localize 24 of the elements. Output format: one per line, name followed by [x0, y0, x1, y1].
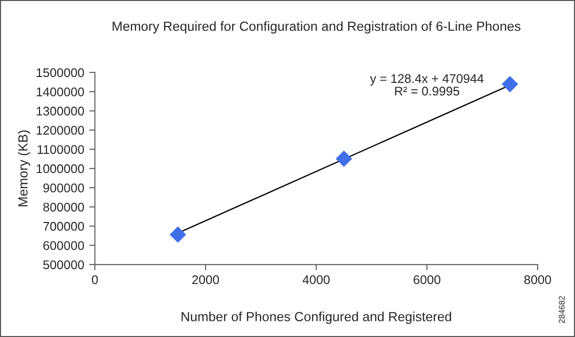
text: 284682 — [558, 296, 565, 324]
chart-title: Memory Required for Configuration and Registration of 6-Line Phones — [112, 21, 520, 34]
annotation: y = 128.4x + 470944 R² = 0.9995 — [370, 74, 484, 96]
y-tick-label: 900000 — [43, 184, 84, 192]
y-tick-label: 1100000 — [38, 145, 84, 154]
x-axis-title: Number of Phones Configured and Registered — [182, 312, 452, 324]
x-tick-label: 0 — [92, 275, 98, 284]
y-tick-label: 600000 — [43, 241, 84, 250]
y-tick-label: 1000000 — [36, 164, 84, 174]
point — [170, 226, 186, 243]
y-tick-label: 800000 — [43, 202, 84, 212]
y-axis-title: Memory (KB) — [18, 130, 30, 206]
x-tick-label: 8000 — [524, 275, 552, 284]
x-tick-label: 4000 — [302, 275, 330, 284]
y-tick-label: 500000 — [43, 260, 84, 270]
y-tick-label: 1500000 — [36, 68, 84, 78]
x-tick-label: 2000 — [192, 275, 219, 284]
x-tick-label: 6000 — [414, 275, 440, 284]
point — [502, 76, 518, 92]
y-tick-label: 1300000 — [36, 106, 84, 116]
y-tick-label: 1200000 — [36, 126, 84, 135]
y-tick-label: 1400000 — [36, 87, 84, 96]
point — [336, 150, 352, 167]
y-tick-label: 700000 — [43, 222, 84, 231]
